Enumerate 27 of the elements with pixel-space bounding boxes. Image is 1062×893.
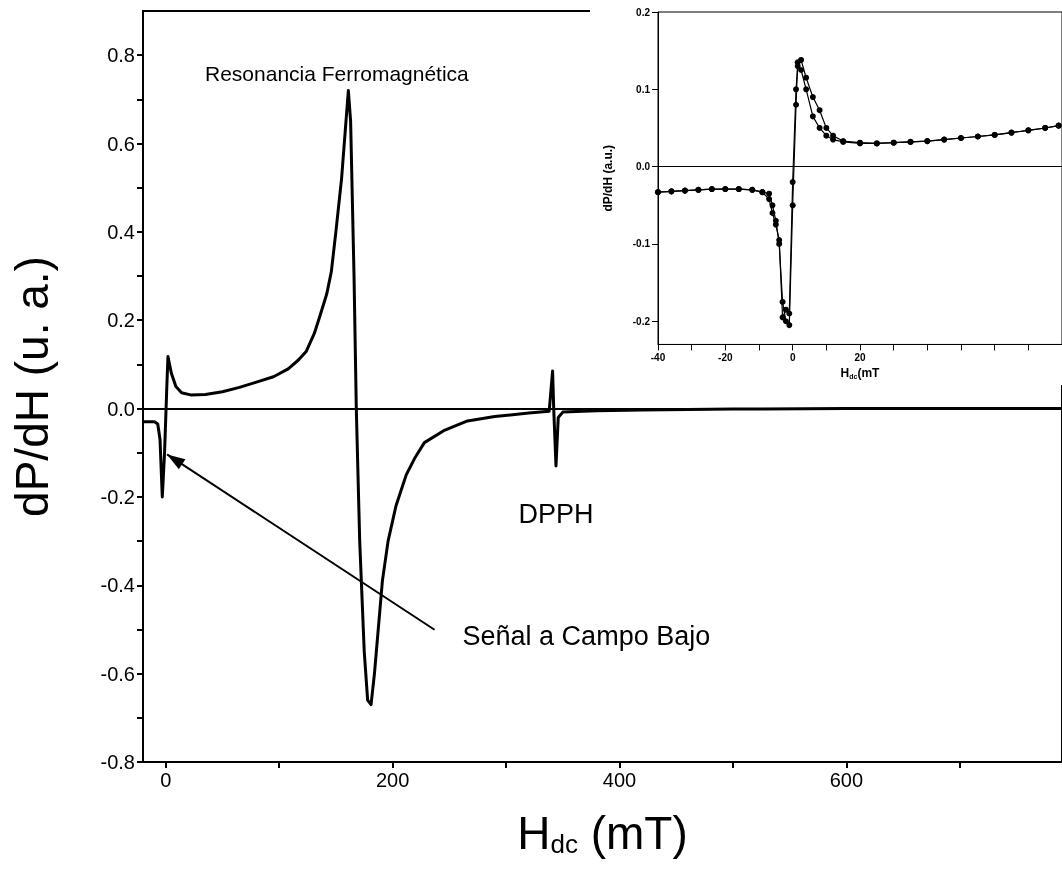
y-tick-label: -0.2 [632,315,651,327]
y-tick-label: -0.1 [632,238,651,250]
x-tick-label: -40 [650,351,666,363]
annotation: Resonancia Ferromagnética [205,61,470,85]
y-tick-label: 0.2 [107,309,135,332]
x-tick-label: 20 [854,351,866,363]
x-tick-label: 200 [375,769,410,791]
annotation: DPPH [518,499,594,530]
y-tick-label: -0.6 [100,662,135,685]
y-tick-label: -0.2 [100,485,135,508]
y-tick-label: 0.0 [636,161,651,173]
x-tick-label: -20 [718,351,733,363]
x-tick-label: 0 [160,769,172,791]
y-tick-label: 0.4 [107,220,135,243]
y-tick-label: 0.8 [107,44,135,67]
y-axis-title: dP/dH (u. a.) [6,256,58,517]
y-axis-title: dP/dH (a.u.) [601,144,615,212]
y-tick-label: 0.0 [107,397,135,420]
y-tick-label: -0.8 [100,751,135,773]
y-tick-label: 0.2 [636,6,651,18]
x-tick-label: 400 [602,769,637,791]
y-tick-label: 0.1 [636,83,651,95]
x-tick-label: 600 [829,769,864,791]
y-tick-label: 0.6 [107,132,135,155]
annotation: Señal a Campo Bajo [462,620,711,651]
x-tick-label: 0 [789,351,796,363]
y-tick-label: -0.4 [100,574,135,597]
